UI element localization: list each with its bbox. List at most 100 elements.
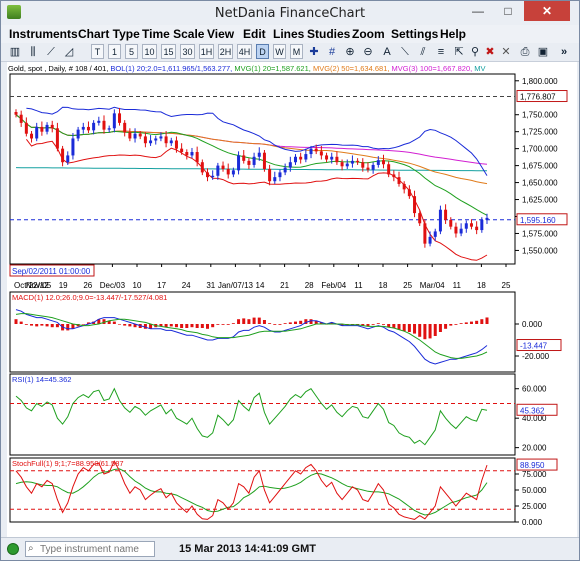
candle-body <box>237 155 241 171</box>
channel-tool-icon[interactable]: ⫽ <box>420 46 426 58</box>
candle-body <box>242 155 246 161</box>
more-icon[interactable]: » <box>560 46 568 58</box>
zoom-out-icon[interactable]: ⊖ <box>363 46 373 58</box>
timescale-10m[interactable]: 10 <box>142 44 157 59</box>
macd-histogram-bar <box>247 319 251 324</box>
close-button[interactable]: ✕ <box>524 1 570 21</box>
hash-icon[interactable]: # <box>328 46 336 58</box>
price-tick-label: 1,550.000 <box>522 246 558 255</box>
cursor-icon[interactable]: ⇱ <box>454 46 464 58</box>
line-chart-icon[interactable]: ⟋ <box>47 46 55 58</box>
candle-body <box>45 124 49 132</box>
date-tick-label: 28 <box>305 281 314 290</box>
text-tool-icon[interactable]: A <box>383 46 391 58</box>
timescale-1m[interactable]: 1 <box>108 44 121 59</box>
stoch-tick-label: 50.000 <box>522 486 547 495</box>
minimize-button[interactable]: — <box>472 4 484 18</box>
macd-histogram-bar <box>387 324 391 328</box>
macd-histogram-bar <box>45 324 49 327</box>
candle-body <box>185 152 189 156</box>
menu-edit[interactable]: Edit <box>243 27 266 41</box>
rsi-panel[interactable] <box>9 373 516 456</box>
lines-tool-icon[interactable]: ⟍ <box>401 46 409 58</box>
macd-histogram-bar <box>371 324 375 325</box>
macd-histogram-bar <box>216 324 220 325</box>
candle-body <box>174 140 178 149</box>
candle-body <box>206 172 210 178</box>
window-title: NetDania FinanceChart <box>214 6 366 21</box>
timescale-1h[interactable]: 1H <box>199 44 214 59</box>
candle-body <box>40 126 44 132</box>
candle-body <box>30 133 34 139</box>
candle-body <box>200 162 204 173</box>
macd-histogram-bar <box>102 319 106 324</box>
candle-body <box>438 209 442 232</box>
print-icon[interactable]: ⎙ <box>520 46 530 58</box>
timescale-weekly[interactable]: W <box>273 44 286 59</box>
title-bar[interactable]: NetDania FinanceChart — □ ✕ <box>1 1 579 25</box>
price-tick-label: 1,725.000 <box>522 128 558 137</box>
chart-svg[interactable]: Gold, spot , Daily, # 108 / 401, BOL(1) … <box>7 62 577 537</box>
candle-body <box>211 175 215 178</box>
candle-body <box>247 160 251 165</box>
connection-status-icon <box>7 543 19 555</box>
macd-histogram-bar <box>35 324 39 327</box>
date-tick-label: 25 <box>403 281 412 290</box>
date-tick-label: Jan/07/13 <box>218 281 254 290</box>
menu-lines[interactable]: Lines <box>273 27 305 41</box>
timescale-4h[interactable]: 4H <box>237 44 252 59</box>
date-tick-label: 14 <box>256 281 265 290</box>
pin-icon[interactable]: ⚲ <box>470 46 480 58</box>
chart-header: Gold, spot , Daily, # 108 / 401, BOL(1) … <box>8 64 486 73</box>
macd-histogram-bar <box>299 320 303 324</box>
instrument-search-input[interactable] <box>25 541 155 557</box>
candle-body <box>55 128 59 149</box>
stoch-label: StochFull(1) 9;1;7=88.950/61.587 <box>12 459 124 468</box>
timescale-monthly[interactable]: M <box>290 44 303 59</box>
timescale-2h[interactable]: 2H <box>218 44 233 59</box>
macd-histogram-bar <box>428 324 432 339</box>
menu-instruments[interactable]: Instruments <box>9 27 78 41</box>
candle-body <box>262 152 266 169</box>
macd-tick-label: 0.000 <box>522 320 543 329</box>
crosshair-date-label: Sep/02/2011 01:00:00 <box>12 267 91 276</box>
macd-histogram-bar <box>107 320 111 324</box>
candle-body <box>309 148 313 155</box>
chart-header-item: BOL(1) 20;2.0=1,611.965/1,563.277, <box>108 64 232 73</box>
macd-histogram-bar <box>86 322 90 324</box>
menu-studies[interactable]: Studies <box>307 27 351 41</box>
macd-histogram-bar <box>319 322 323 324</box>
chart-area[interactable]: Gold, spot , Daily, # 108 / 401, BOL(1) … <box>7 62 577 537</box>
timescale-30m[interactable]: 30 <box>180 44 195 59</box>
timescale-daily[interactable]: D <box>256 44 269 59</box>
zoom-in-icon[interactable]: ⊕ <box>345 46 355 58</box>
close-drawing-icon[interactable]: ✕ <box>501 46 511 58</box>
date-tick-label: Dec/03 <box>100 281 126 290</box>
menu-settings[interactable]: Settings <box>391 27 439 41</box>
macd-histogram-bar <box>278 324 282 325</box>
macd-histogram-bar <box>444 324 448 329</box>
candle-chart-icon[interactable]: ⫼ <box>30 46 36 58</box>
macd-histogram-bar <box>480 319 484 324</box>
menu-chart-type[interactable]: Chart Type <box>78 27 140 41</box>
fib-tool-icon[interactable]: ≡ <box>437 46 445 58</box>
delete-icon[interactable]: ✖ <box>485 46 495 58</box>
menu-time-scale[interactable]: Time Scale <box>142 27 205 41</box>
timescale-5m[interactable]: 5 <box>125 44 138 59</box>
crosshair-icon[interactable]: ✚ <box>309 46 319 58</box>
candle-body <box>356 160 360 163</box>
macd-histogram-bar <box>438 324 442 332</box>
macd-histogram-bar <box>123 324 127 326</box>
macd-histogram-bar <box>242 318 246 324</box>
area-chart-icon[interactable]: ◿ <box>64 46 74 58</box>
menu-view[interactable]: View <box>207 27 235 41</box>
maximize-button[interactable]: □ <box>504 4 512 18</box>
menu-zoom[interactable]: Zoom <box>352 27 385 41</box>
save-icon[interactable]: ▣ <box>537 46 549 58</box>
timescale-15m[interactable]: 15 <box>161 44 176 59</box>
macd-histogram-bar <box>206 324 210 329</box>
timescale-tick[interactable]: T <box>91 44 104 59</box>
bar-chart-icon[interactable]: ▥ <box>9 46 21 58</box>
menu-help[interactable]: Help <box>440 27 467 41</box>
menu-bar: Instruments Chart Type Time Scale View E… <box>1 25 579 43</box>
